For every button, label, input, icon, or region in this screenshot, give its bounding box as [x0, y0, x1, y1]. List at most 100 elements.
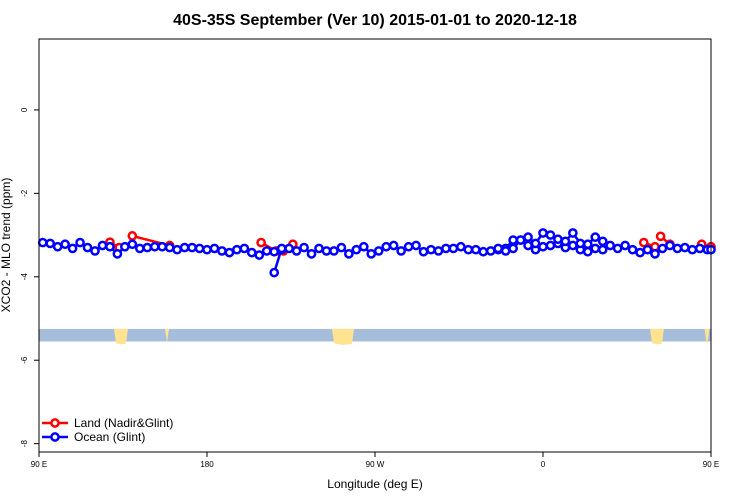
- data-point: [635, 247, 645, 258]
- data-point: [560, 236, 571, 247]
- data-point: [441, 243, 451, 254]
- data-point: [605, 240, 616, 251]
- map-band: [39, 328, 711, 346]
- legend-item-land-nadir-glint: Land (Nadir&Glint): [42, 416, 173, 430]
- data-point: [545, 230, 556, 240]
- x-tick-label: 180: [200, 460, 214, 469]
- series-ocean-glint: [37, 228, 716, 278]
- land-patch: [650, 328, 664, 345]
- data-point: [344, 248, 354, 259]
- data-point: [90, 246, 100, 256]
- y-tick-label: -6: [20, 356, 29, 364]
- land-patch: [114, 328, 128, 345]
- data-point: [538, 241, 548, 252]
- data-point: [426, 244, 436, 255]
- data-point: [112, 248, 123, 259]
- data-point: [650, 248, 660, 259]
- data-point: [500, 246, 511, 256]
- x-axis: 90 E 180 90 W 0 90 E: [31, 452, 719, 469]
- data-point: [597, 236, 608, 247]
- data-point: [456, 241, 466, 252]
- data-point: [172, 244, 182, 255]
- series-layer: [37, 228, 716, 278]
- data-point: [321, 246, 332, 256]
- data-point: [373, 246, 384, 256]
- data-point: [582, 246, 593, 257]
- y-tick-label: 0: [20, 107, 29, 112]
- data-point: [545, 240, 556, 251]
- data-point: [209, 243, 220, 254]
- y-tick-label: -8: [20, 440, 29, 448]
- data-point: [582, 239, 593, 250]
- legend: Land (Nadir&Glint)Ocean (Glint): [42, 416, 173, 444]
- plot-frame: [38, 38, 712, 453]
- data-point: [149, 241, 160, 252]
- data-point: [523, 240, 533, 251]
- data-point: [590, 243, 601, 254]
- data-point: [120, 241, 130, 252]
- y-tick-label: -2: [20, 189, 29, 197]
- data-point: [291, 246, 302, 256]
- data-point: [553, 234, 563, 245]
- data-point: [67, 243, 78, 254]
- data-point: [194, 243, 205, 254]
- land-patch: [165, 328, 169, 344]
- data-point: [418, 246, 429, 257]
- data-point: [52, 241, 63, 252]
- data-point: [276, 243, 287, 254]
- data-point: [314, 243, 324, 254]
- data-point: [672, 243, 683, 254]
- data-point: [687, 244, 698, 255]
- legend-marker: [50, 418, 60, 428]
- data-point: [127, 231, 138, 241]
- land-patch: [704, 328, 710, 344]
- data-point: [246, 247, 257, 258]
- data-point: [256, 237, 266, 248]
- data-point: [37, 237, 48, 248]
- data-point: [612, 243, 623, 254]
- data-point: [336, 242, 347, 253]
- data-point: [665, 240, 675, 251]
- data-point: [478, 246, 489, 257]
- data-point: [60, 239, 70, 250]
- data-point: [157, 241, 168, 252]
- y-axis-label: XCO2 - MLO trend (ppm): [0, 178, 13, 313]
- data-point: [381, 241, 392, 252]
- data-point: [164, 242, 175, 253]
- data-point: [269, 246, 280, 257]
- data-point: [142, 242, 153, 253]
- data-point: [403, 241, 414, 252]
- data-point: [134, 243, 145, 254]
- data-point: [299, 242, 309, 253]
- data-point: [261, 246, 272, 256]
- data-point: [448, 243, 459, 254]
- land-patch: [332, 328, 354, 346]
- data-point: [627, 244, 638, 255]
- data-point: [75, 237, 85, 248]
- data-point: [411, 240, 421, 251]
- data-point: [388, 240, 399, 251]
- data-point: [508, 243, 518, 254]
- legend-label: Ocean (Glint): [74, 430, 145, 444]
- data-point: [680, 242, 690, 253]
- data-point: [694, 243, 705, 254]
- x-tick-label: 90 W: [366, 460, 385, 469]
- data-point: [97, 240, 108, 251]
- data-point: [224, 247, 235, 258]
- data-point: [433, 246, 444, 256]
- y-axis: 0 -2 -4 -6 -8: [20, 107, 39, 447]
- data-point: [470, 244, 481, 255]
- data-point: [590, 232, 601, 243]
- data-point: [638, 237, 649, 248]
- x-axis-label: Longitude (deg E): [327, 477, 422, 491]
- data-point: [306, 248, 317, 259]
- data-point: [127, 239, 138, 250]
- data-point: [642, 244, 653, 255]
- legend-item-ocean-glint: Ocean (Glint): [42, 430, 145, 444]
- data-point: [284, 243, 294, 254]
- data-point: [45, 238, 56, 249]
- data-point: [485, 246, 496, 256]
- data-point: [351, 244, 362, 255]
- x-tick-label: 90 E: [703, 460, 719, 469]
- x-tick-label: 90 E: [31, 460, 47, 469]
